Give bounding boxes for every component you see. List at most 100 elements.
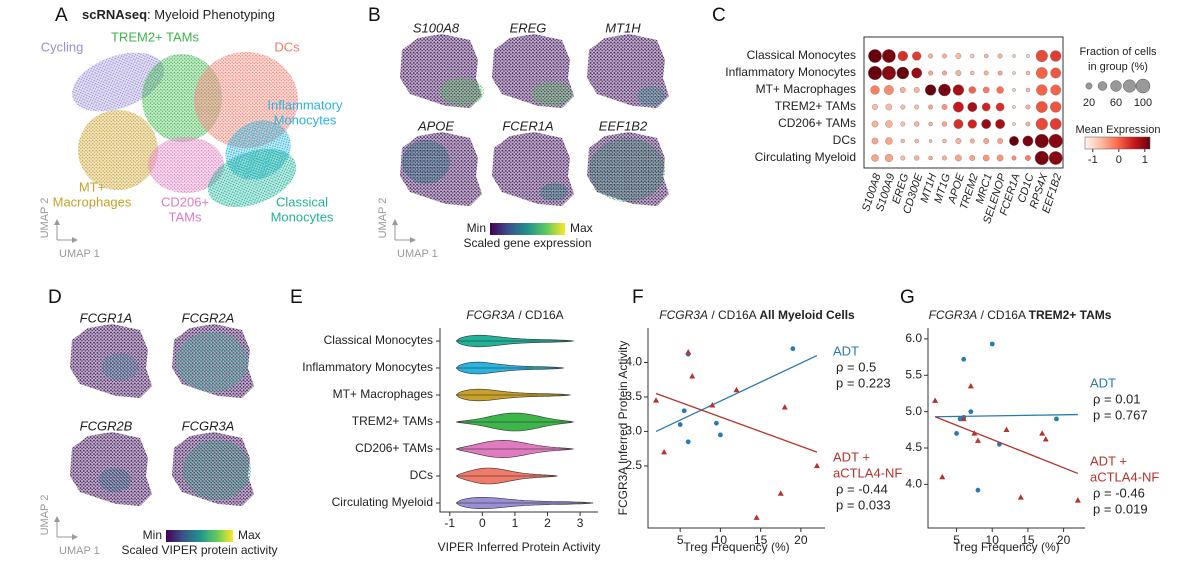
panel-label: F xyxy=(632,287,644,308)
y-tick-label: 3.0 xyxy=(625,424,642,438)
point xyxy=(1074,497,1081,503)
dot xyxy=(897,50,908,62)
point xyxy=(954,431,959,436)
colorbar-title: Mean Expression xyxy=(1076,124,1161,136)
colorbar-tick-label: 1 xyxy=(1142,154,1148,166)
y-tick-label: 6.0 xyxy=(905,331,922,345)
feature-label: APOE xyxy=(417,118,454,133)
x-tick-label: 10 xyxy=(714,533,728,547)
y-tick-label: 5.5 xyxy=(905,367,922,381)
size-legend-label: 100 xyxy=(1134,97,1152,109)
point xyxy=(790,346,796,352)
fit-line xyxy=(655,392,818,453)
size-legend-title: Fraction of cells xyxy=(1079,46,1157,58)
dot xyxy=(914,138,919,144)
dot xyxy=(1035,117,1048,131)
x-axis-label: Treg Frequency (%) xyxy=(683,540,789,554)
dot xyxy=(953,119,964,129)
point xyxy=(1039,430,1046,436)
dot xyxy=(882,49,896,63)
x-tick-label: 10 xyxy=(986,533,1000,547)
dot xyxy=(884,153,893,163)
size-legend-label: 20 xyxy=(1083,97,1095,109)
dot xyxy=(981,119,992,129)
dot xyxy=(928,53,934,59)
dot xyxy=(870,85,880,95)
dot xyxy=(970,53,975,59)
panel-label: B xyxy=(368,5,381,26)
x-tick-label: 5 xyxy=(677,533,684,547)
stat-label: p = 0.767 xyxy=(1093,407,1148,422)
dot xyxy=(955,70,962,76)
y-tick-label: MT+ Macrophages xyxy=(333,387,433,401)
dot xyxy=(1026,54,1030,58)
x-tick-label: 20 xyxy=(1057,533,1071,547)
cluster-label: Cycling xyxy=(41,39,84,54)
dot xyxy=(1049,118,1062,130)
dot xyxy=(942,155,947,161)
point xyxy=(677,422,683,427)
dot xyxy=(885,120,893,128)
row-label: CD206+ TAMs xyxy=(778,116,856,130)
colorbar xyxy=(490,223,565,235)
y-tick-label: DCs xyxy=(410,468,433,482)
dot xyxy=(1050,67,1062,79)
cluster-label: Macrophages xyxy=(53,194,132,209)
x-tick-label: 5 xyxy=(953,533,960,547)
title-italic: FCGR3A xyxy=(466,308,515,322)
series-label: ADT xyxy=(1090,375,1116,390)
row-label: MT+ Macrophages xyxy=(756,82,856,96)
cluster-cells xyxy=(207,148,297,208)
row-label: TREM2+ TAMs xyxy=(775,99,856,113)
stat-label: p = 0.223 xyxy=(836,375,891,390)
dot xyxy=(1035,101,1048,113)
row-label: Circulating Myeloid xyxy=(755,150,856,164)
size-legend-label: 60 xyxy=(1110,97,1122,109)
dot xyxy=(942,70,947,76)
title-bold: scRNAseq xyxy=(82,7,147,22)
cluster-label: TAMs xyxy=(169,209,202,224)
title-bold: All Myeloid Cells xyxy=(759,308,855,322)
expression-region xyxy=(183,440,251,500)
series-label: ADT + xyxy=(1090,453,1127,468)
feature-label: EREG xyxy=(510,20,547,35)
axis-label: UMAP 2 xyxy=(377,198,389,239)
dot xyxy=(1034,133,1049,149)
expression-region xyxy=(637,86,665,106)
cluster-label: Classical xyxy=(276,194,328,209)
x-tick-label: -1 xyxy=(444,516,455,530)
panel-label: C xyxy=(712,5,726,26)
y-tick-label: 4.5 xyxy=(905,440,922,454)
axis-line xyxy=(647,328,825,529)
point xyxy=(681,408,687,414)
colorbar-tick-label: 0 xyxy=(1116,154,1122,166)
x-tick-label: 15 xyxy=(754,533,768,547)
dot xyxy=(1050,101,1062,113)
dot xyxy=(871,120,879,128)
size-legend-dot xyxy=(1085,82,1093,90)
x-tick-label: 2 xyxy=(544,516,551,530)
dot xyxy=(955,53,962,59)
colorbar-min: Min xyxy=(467,221,486,235)
feature-label: EEF1B2 xyxy=(599,118,648,133)
panel-title: scRNAseq: Myeloid Phenotyping xyxy=(82,7,275,22)
point xyxy=(1054,416,1059,422)
panel-title: FCGR3A / CD16A TREM2+ TAMs xyxy=(929,308,1112,322)
dot xyxy=(928,121,933,127)
panel-label: G xyxy=(900,287,915,308)
dot xyxy=(872,104,878,110)
dot xyxy=(884,85,894,95)
dot xyxy=(885,137,893,145)
point xyxy=(781,404,788,410)
dot xyxy=(868,49,882,63)
x-tick-label: 1 xyxy=(512,516,519,530)
cluster-label: TREM2+ TAMs xyxy=(111,29,200,44)
cluster-label: MT+ xyxy=(79,179,105,194)
series-label: ADT xyxy=(833,343,859,358)
point xyxy=(971,430,978,436)
dot xyxy=(942,53,947,59)
stat-label: ρ = -0.44 xyxy=(836,481,888,496)
expression-region xyxy=(540,183,568,201)
dot xyxy=(981,102,991,112)
panel-label: D xyxy=(48,287,62,308)
